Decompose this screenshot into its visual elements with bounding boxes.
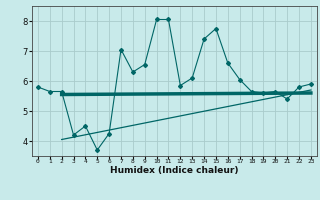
X-axis label: Humidex (Indice chaleur): Humidex (Indice chaleur) [110, 166, 239, 175]
